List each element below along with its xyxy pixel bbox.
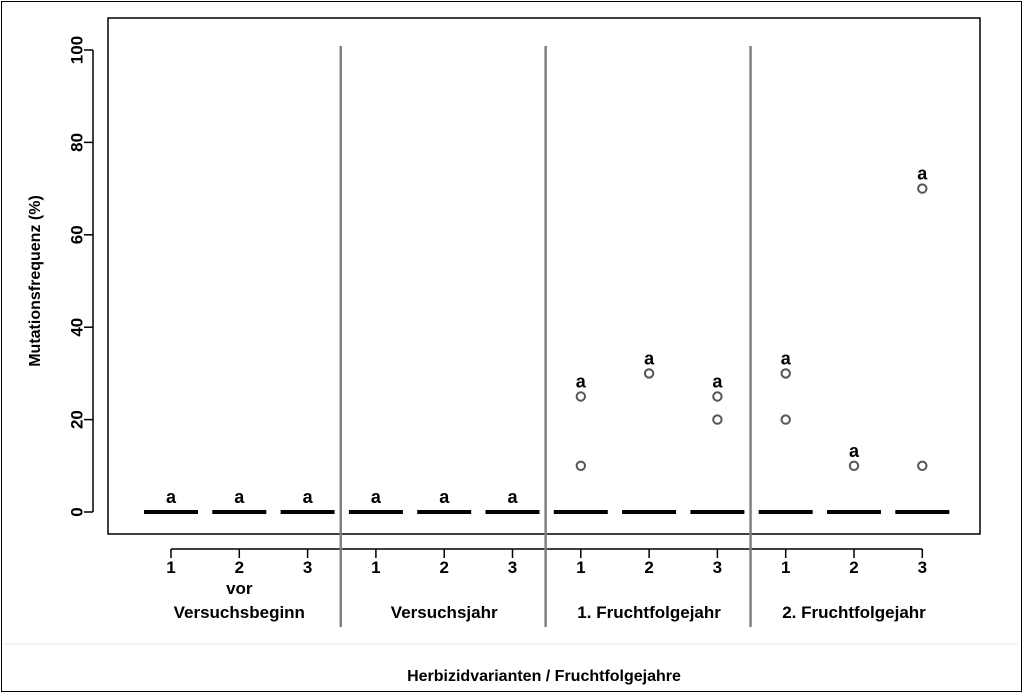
significance-letter: a	[712, 372, 723, 392]
x-tick-label: 1	[371, 558, 380, 577]
y-tick-label: 80	[68, 133, 87, 152]
x-tick-label: 2	[235, 558, 244, 577]
significance-letter: a	[507, 487, 518, 507]
significance-letter: a	[234, 487, 245, 507]
x-tick-label: 2	[439, 558, 448, 577]
significance-letter: a	[849, 441, 860, 461]
significance-letter: a	[166, 487, 177, 507]
y-tick-label: 20	[68, 410, 87, 429]
group-label-line1: vor	[226, 579, 253, 598]
outlier-point	[780, 414, 791, 425]
x-tick-label: 2	[849, 558, 858, 577]
significance-letter: a	[644, 348, 655, 368]
y-tick-label: 0	[68, 507, 87, 516]
y-tick-label: 100	[68, 36, 87, 64]
significance-letter: a	[917, 164, 928, 184]
group-label: Versuchsbeginn	[174, 603, 305, 622]
group-label: 1. Fruchtfolgejahr	[577, 603, 721, 622]
group-label: Versuchsjahr	[391, 603, 498, 622]
outlier-point	[780, 368, 791, 379]
significance-letter: a	[576, 372, 587, 392]
x-tick-label: 2	[644, 558, 653, 577]
x-tick-label: 1	[781, 558, 790, 577]
x-axis-title: Herbizidvarianten / Fruchtfolgejahre	[407, 668, 681, 685]
y-axis-title: Mutationsfrequenz (%)	[27, 195, 44, 367]
outlier-point	[712, 414, 723, 425]
x-tick-label: 1	[576, 558, 585, 577]
outlier-point	[917, 183, 928, 194]
outlier-point	[848, 460, 860, 471]
outlier-point	[712, 391, 723, 402]
plot-area: 0 20 40 60 80 100 1 a 2 a 3 a vor Versuchsbeginn 1 a 2 a 3…	[4, 17, 1018, 645]
significance-letter: a	[371, 487, 382, 507]
significance-letter: a	[439, 487, 450, 507]
x-tick-label: 3	[713, 558, 722, 577]
plot-box	[107, 17, 981, 535]
outlier-point	[575, 460, 586, 471]
significance-letter: a	[303, 487, 314, 507]
x-tick-label: 3	[303, 558, 312, 577]
outlier-point	[575, 391, 586, 402]
significance-letter: a	[781, 348, 792, 368]
x-tick-label: 1	[166, 558, 175, 577]
outlier-point	[917, 460, 928, 471]
x-tick-label: 3	[508, 558, 517, 577]
group-label: 2. Fruchtfolgejahr	[782, 603, 926, 622]
outlier-point	[643, 368, 655, 379]
x-tick-label: 3	[918, 558, 927, 577]
y-tick-label: 60	[68, 225, 87, 244]
y-tick-label: 40	[68, 318, 87, 337]
